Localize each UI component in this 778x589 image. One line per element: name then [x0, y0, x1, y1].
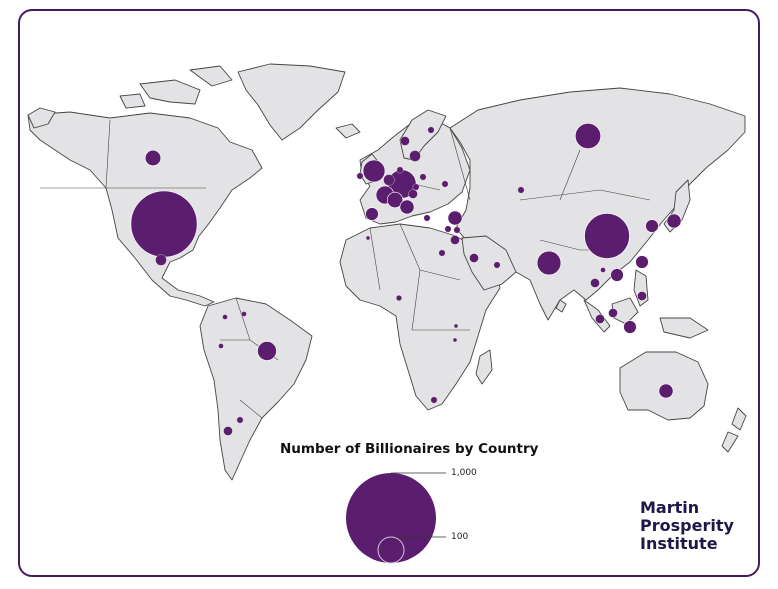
bubble-vietnam [600, 267, 606, 273]
country-border [449, 127, 471, 201]
bubble-singapore [608, 308, 618, 318]
legend-label-100: 100 [451, 532, 469, 542]
bubble-austria [408, 189, 418, 199]
bubble-greece [423, 214, 431, 222]
africa-landmass [339, 223, 501, 411]
bubble-saudi-arabia [469, 253, 479, 263]
bubble-indonesia [623, 320, 637, 334]
bubble-russia [574, 123, 601, 150]
bubble-philippines [637, 291, 647, 301]
bubble-colombia [222, 314, 228, 320]
legend-label-1000: 1,000 [451, 468, 477, 478]
bubble-cyprus [444, 225, 452, 233]
bubble-switzerland [386, 191, 404, 209]
iceland-landmass [335, 123, 361, 139]
country-border [239, 399, 263, 419]
logo-line-1: Martin [640, 498, 700, 517]
bubble-india [536, 250, 562, 276]
bubble-japan [666, 213, 682, 229]
bubble-malaysia [595, 314, 605, 324]
bubble-venezuela [241, 311, 247, 317]
sri-lanka-landmass [555, 299, 567, 313]
bubble-brazil [257, 341, 277, 361]
bubble-italy [399, 199, 415, 215]
bubble-netherlands [383, 174, 395, 186]
new-zealand-landmass [721, 407, 747, 453]
martin-prosperity-institute-logo: Martin Prosperity Institute [640, 499, 734, 553]
bubble-canada [144, 149, 162, 167]
legend-graphic [346, 472, 446, 564]
arctic-islands [119, 65, 233, 109]
asia-landmass [449, 87, 746, 321]
bubble-south-africa [430, 396, 438, 404]
bubble-morocco [365, 235, 371, 241]
bubble-mexico [155, 254, 167, 266]
bubble-turkey [447, 210, 463, 226]
logo-line-3: Institute [640, 534, 718, 553]
country-border [411, 269, 470, 331]
bubble-finland [427, 126, 435, 134]
bubble-czech-republic [412, 183, 420, 191]
greenland-landmass [237, 63, 346, 141]
bubble-taiwan [635, 255, 649, 269]
scandinavia-landmass [399, 109, 447, 161]
country-border [369, 227, 381, 291]
bubble-sweden [409, 150, 421, 162]
country-border [519, 189, 651, 201]
bubble-ukraine [441, 180, 449, 188]
legend-circle-1000 [346, 473, 436, 563]
bubble-united-states [130, 190, 198, 258]
country-border [559, 149, 581, 201]
legend-title: Number of Billionaires by Country [280, 441, 539, 457]
bubble-israel [450, 235, 460, 245]
legend-circle-100 [377, 536, 405, 564]
bubble-tanzania [452, 337, 458, 343]
bubble-egypt [438, 249, 446, 257]
bubble-kenya [453, 323, 459, 329]
logo-line-2: Prosperity [640, 516, 734, 535]
bubble-hong-kong [610, 268, 624, 282]
bubble-nigeria [396, 295, 402, 301]
bubble-united-kingdom [362, 159, 386, 183]
arabia-landmass [461, 235, 517, 291]
country-border [105, 119, 111, 189]
billionaire-bubbles [130, 123, 682, 436]
bubble-poland [419, 173, 427, 181]
bubble-australia [658, 383, 674, 399]
bubble-south-korea [645, 219, 659, 233]
bubble-peru [218, 343, 224, 349]
bubble-lebanon [453, 226, 461, 234]
bubble-thailand [590, 278, 600, 288]
bubble-chile [223, 426, 233, 436]
bubble-spain [365, 207, 379, 221]
alaska-landmass [27, 107, 56, 129]
bubble-china [584, 213, 630, 259]
bubble-united-arab-emirates [493, 261, 501, 269]
bubble-ireland [356, 172, 364, 180]
bubble-kazakhstan [517, 186, 525, 194]
bubble-norway [400, 136, 410, 146]
new-guinea-landmass [659, 317, 709, 339]
bubble-argentina [236, 416, 244, 424]
philippines-landmass [633, 269, 649, 307]
bubble-denmark [396, 166, 404, 174]
madagascar-landmass [475, 349, 493, 385]
